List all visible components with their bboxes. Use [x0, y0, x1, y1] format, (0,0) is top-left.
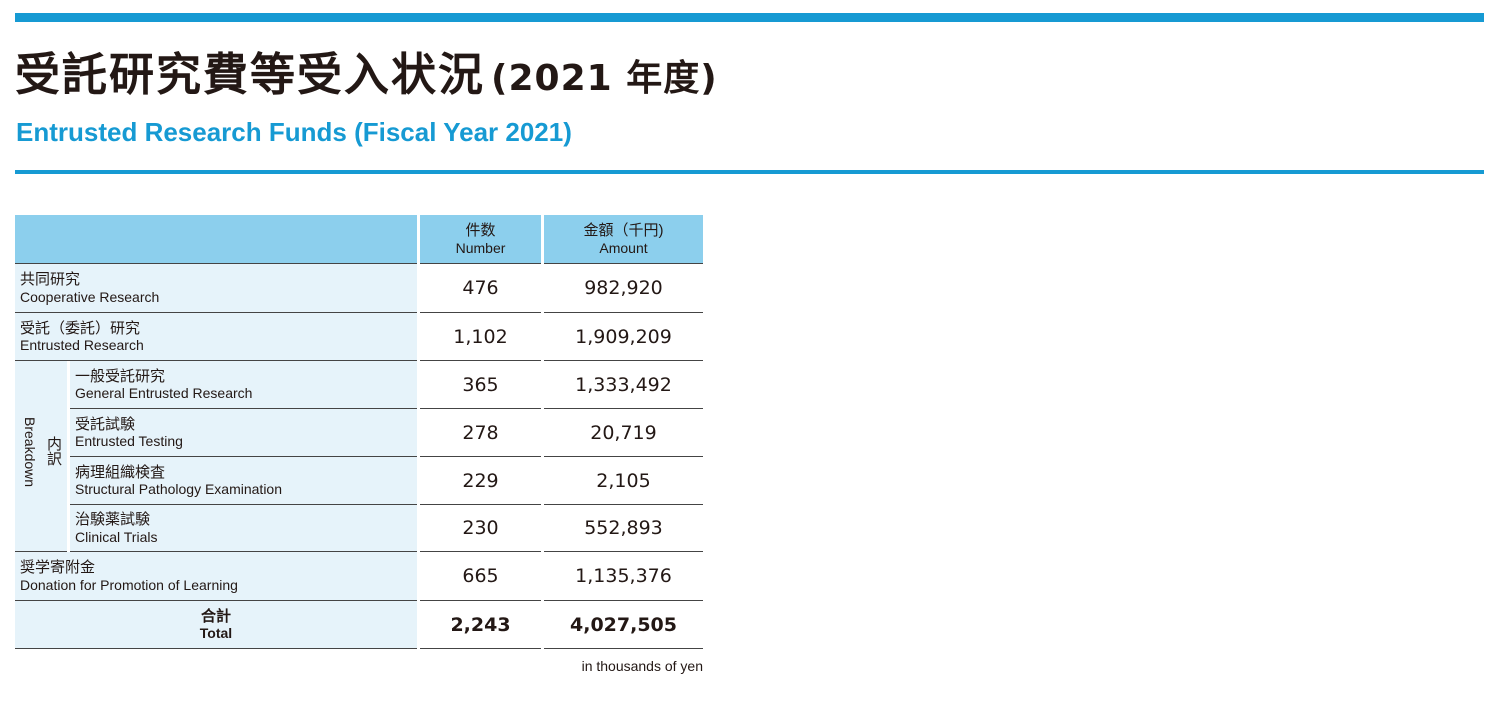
table-row-label: 一般受託研究 General Entrusted Research — [70, 361, 417, 409]
divider-rule — [15, 170, 1484, 174]
unit-note: in thousands of yen — [581, 658, 703, 674]
row-number: 1,102 — [420, 313, 541, 361]
row-amount: 2,105 — [544, 457, 703, 505]
row-amount: 1,333,492 — [544, 361, 703, 409]
header-amount: 金額（千円) Amount — [544, 215, 703, 264]
header-amount-jp: 金額（千円) — [583, 222, 664, 240]
row-amount: 982,920 — [544, 264, 703, 313]
row-amount: 1,909,209 — [544, 313, 703, 361]
breakdown-label-en: Breakdown — [22, 417, 38, 488]
row-label-jp: 治験薬試験 — [75, 511, 151, 529]
row-amount: 20,719 — [544, 409, 703, 457]
table-row-label: 奨学寄附金 Donation for Promotion of Learning — [15, 552, 417, 601]
row-number: 230 — [420, 505, 541, 552]
row-label-jp: 受託試験 — [75, 415, 136, 433]
row-label-en: Cooperative Research — [20, 288, 160, 305]
row-amount: 552,893 — [544, 505, 703, 552]
row-number: 229 — [420, 457, 541, 505]
table-row-label: 共同研究 Cooperative Research — [15, 264, 417, 313]
row-label-jp: 病理組織検査 — [75, 463, 166, 481]
row-label-en: Clinical Trials — [75, 528, 158, 545]
row-number: 665 — [420, 552, 541, 601]
header-number-en: Number — [455, 239, 506, 256]
total-amount: 4,027,505 — [544, 601, 703, 649]
row-label-jp: 奨学寄附金 — [20, 559, 96, 577]
header-blank-cell — [15, 215, 417, 264]
table-row-label: 病理組織検査 Structural Pathology Examination — [70, 457, 417, 505]
total-label-en: Total — [199, 625, 233, 642]
row-label-jp: 受託（委託）研究 — [20, 319, 141, 337]
total-number: 2,243 — [420, 601, 541, 649]
row-number: 365 — [420, 361, 541, 409]
row-label-en: General Entrusted Research — [75, 385, 253, 402]
row-label-en: Donation for Promotion of Learning — [20, 576, 238, 593]
row-amount: 1,135,376 — [544, 552, 703, 601]
page-title-jp: 受託研究費等受入状況 (2021 年度) — [15, 48, 718, 101]
header-number-jp: 件数 — [465, 222, 496, 240]
header-amount-en: Amount — [599, 239, 648, 256]
table-row-label: 受託（委託）研究 Entrusted Research — [15, 313, 417, 361]
row-label-jp: 共同研究 — [20, 271, 81, 289]
row-label-en: Entrusted Research — [20, 337, 144, 354]
page-title-en: Entrusted Research Funds (Fiscal Year 20… — [16, 117, 572, 147]
top-accent-rule — [15, 13, 1484, 22]
table-row-label: 治験薬試験 Clinical Trials — [70, 505, 417, 552]
table-row-label: 受託試験 Entrusted Testing — [70, 409, 417, 457]
breakdown-group-cell — [15, 361, 67, 552]
row-number: 278 — [420, 409, 541, 457]
total-label-jp: 合計 — [200, 607, 231, 625]
breakdown-label-jp: 内訳 — [45, 436, 63, 466]
total-label: 合計 Total — [15, 601, 417, 649]
row-label-jp: 一般受託研究 — [75, 367, 166, 385]
header-number: 件数 Number — [420, 215, 541, 264]
row-label-en: Structural Pathology Examination — [75, 481, 282, 498]
title-year: (2021 年度) — [491, 58, 718, 99]
row-label-en: Entrusted Testing — [75, 433, 183, 450]
row-number: 476 — [420, 264, 541, 313]
